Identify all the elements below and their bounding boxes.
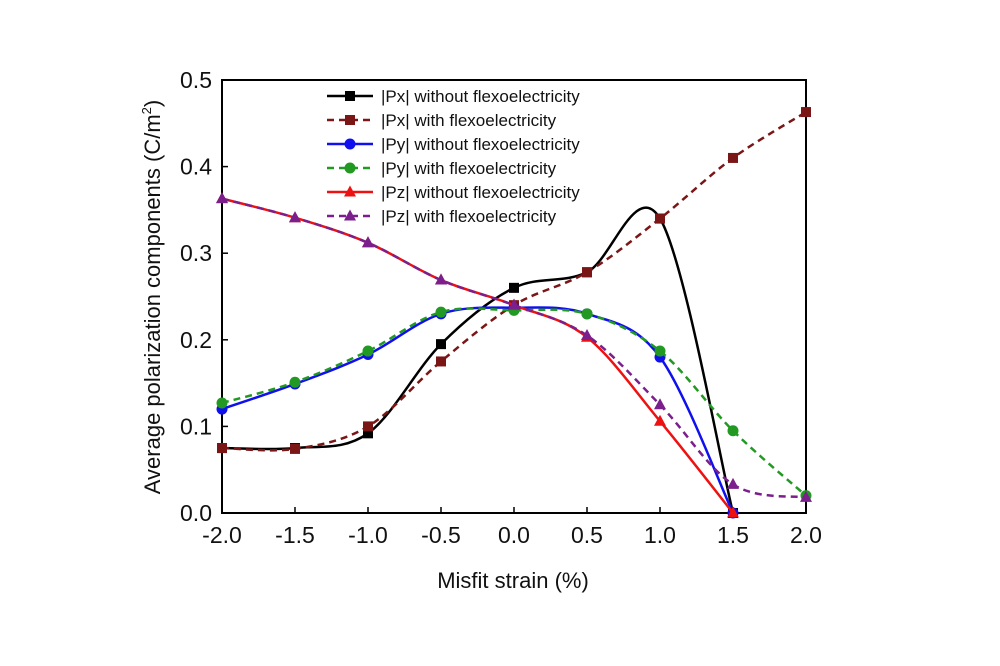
data-point	[654, 414, 666, 426]
series-4	[216, 304, 812, 502]
data-point	[727, 425, 739, 437]
legend-entry: |Px| without flexoelectricity	[327, 87, 580, 106]
legend: |Px| without flexoelectricity |Px| with f…	[327, 87, 580, 226]
legend-swatch-marker	[344, 209, 356, 221]
legend-label: |Pz| without flexoelectricity	[381, 183, 580, 202]
data-point	[216, 192, 228, 204]
data-point	[509, 282, 519, 293]
y-tick-label: 0.0	[180, 500, 212, 526]
x-tick-label: 0.5	[571, 522, 603, 548]
legend-swatch-marker	[345, 91, 355, 101]
data-point	[800, 490, 812, 502]
series-line	[221, 306, 735, 514]
data-point	[289, 211, 301, 223]
x-tick-label: -1.0	[348, 522, 388, 548]
legend-entry: |Py| without flexoelectricity	[327, 135, 580, 154]
data-point	[435, 306, 447, 318]
y-axis-title-end: )	[140, 100, 165, 107]
series-1	[217, 206, 738, 518]
legend-entry: |Px| with flexoelectricity	[327, 111, 557, 130]
legend-label: |Px| with flexoelectricity	[381, 111, 557, 130]
y-axis-title: Average polarization components (C/m2)	[139, 100, 165, 494]
data-point	[727, 506, 739, 518]
data-point	[581, 308, 593, 320]
x-tick-label: -1.5	[275, 522, 315, 548]
x-tick-label: 2.0	[790, 522, 822, 548]
x-tick-label: 1.0	[644, 522, 676, 548]
data-point	[436, 339, 446, 350]
y-tick-label: 0.3	[180, 240, 212, 266]
data-point	[362, 345, 374, 357]
legend-label: |Py| without flexoelectricity	[381, 135, 580, 154]
legend-entry: |Pz| without flexoelectricity	[327, 183, 580, 202]
x-tick-label: 1.5	[717, 522, 749, 548]
y-tick-label: 0.1	[180, 413, 212, 439]
data-point	[363, 421, 373, 432]
y-axis-title-superscript: 2	[139, 107, 154, 114]
data-point	[290, 443, 300, 454]
legend-entry: |Py| with flexoelectricity	[327, 159, 557, 178]
data-point	[727, 477, 739, 489]
data-point	[362, 236, 374, 248]
data-point	[654, 398, 666, 410]
data-point	[289, 376, 301, 388]
legend-swatch-marker	[344, 138, 356, 150]
series-layer	[216, 107, 812, 519]
legend-label: |Pz| with flexoelectricity	[381, 207, 557, 226]
y-tick-label: 0.2	[180, 327, 212, 353]
series-6	[216, 192, 812, 502]
x-tick-label: -0.5	[421, 522, 461, 548]
data-point	[581, 328, 593, 340]
y-tick-label: 0.4	[180, 154, 212, 180]
series-line	[221, 197, 807, 499]
y-tick-label: 0.5	[180, 67, 212, 93]
data-point	[363, 428, 373, 439]
series-3	[216, 302, 739, 519]
x-tick-label: 0.0	[498, 522, 530, 548]
legend-label: |Py| with flexoelectricity	[381, 159, 557, 178]
x-axis-title: Misfit strain (%)	[437, 568, 589, 593]
data-point	[655, 213, 665, 224]
data-point	[654, 345, 666, 357]
data-point	[508, 298, 520, 310]
data-point	[801, 107, 811, 118]
y-axis: 0.0 0.1 0.2 0.3 0.4 0.5	[180, 67, 228, 526]
data-point	[216, 397, 228, 409]
legend-swatch-marker	[345, 115, 355, 125]
legend-swatch-marker	[344, 185, 356, 197]
legend-swatch-marker	[344, 162, 356, 174]
data-point	[217, 443, 227, 454]
x-axis: -2.0 -1.5 -1.0 -0.5 0.0 0.5 1.0 1.5 2.0	[202, 507, 822, 548]
series-line	[221, 307, 807, 497]
legend-entry: |Pz| with flexoelectricity	[327, 207, 557, 226]
x-tick-label: -2.0	[202, 522, 242, 548]
data-point	[728, 152, 738, 163]
data-point	[582, 267, 592, 278]
data-point	[435, 273, 447, 285]
legend-label: |Px| without flexoelectricity	[381, 87, 580, 106]
data-point	[436, 356, 446, 367]
y-axis-title-main: Average polarization components (C/m	[140, 114, 165, 494]
